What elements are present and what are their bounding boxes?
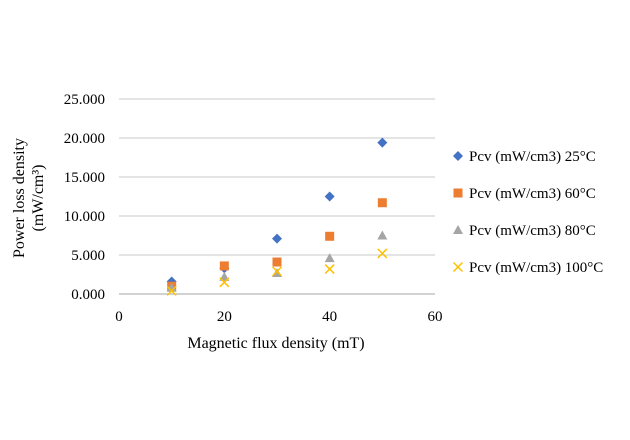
- data-point-series-4: [377, 248, 388, 259]
- data-point-series-2: [272, 257, 282, 267]
- data-point-series-4: [271, 266, 283, 277]
- data-point-series-1: [324, 191, 335, 202]
- x-axis-title: Magnetic flux density (mT): [187, 335, 364, 352]
- legend-marker-3: [453, 225, 463, 234]
- x-axis: 0 20 40 60: [115, 293, 443, 325]
- legend-marker-4: [452, 261, 464, 273]
- y-tick-label: 25.000: [64, 92, 105, 108]
- data-point-series-4: [166, 285, 177, 296]
- data-point-series-3: [324, 253, 335, 263]
- data-point-series-4: [324, 264, 335, 275]
- data-point-series-4: [219, 277, 230, 288]
- y-axis-title-line2: (mW/cm³): [30, 165, 47, 232]
- y-axis-title-line1: Power loss density: [11, 138, 28, 258]
- data-point-series-1: [377, 137, 388, 148]
- y-axis: 0.000 5.000 10.000 15.000 20.000 25.000: [64, 92, 105, 303]
- legend-label-3: Pcv (mW/cm3) 80°C: [469, 223, 596, 239]
- legend-label-1: Pcv (mW/cm3) 25°C: [469, 149, 596, 165]
- x-tick-label: 40: [322, 309, 337, 325]
- legend-marker-2: [453, 188, 463, 198]
- data-point-series-3: [377, 230, 388, 240]
- data-point-series-2: [219, 261, 229, 271]
- data-point-series-2: [325, 231, 335, 241]
- data-point-series-2: [377, 198, 387, 208]
- legend-label-4: Pcv (mW/cm3) 100°C: [469, 260, 603, 276]
- y-axis-title: Power loss density (mW/cm³): [11, 138, 47, 258]
- y-tick-label: 15.000: [64, 170, 105, 186]
- data-point-series-3: [219, 271, 230, 281]
- x-tick-label: 60: [428, 309, 443, 325]
- y-tick-label: 10.000: [64, 209, 105, 225]
- data-point-series-1: [272, 233, 282, 244]
- x-tick-label: 20: [217, 309, 232, 325]
- data-points: [166, 137, 388, 296]
- y-tick-label: 5.000: [71, 248, 105, 264]
- legend-marker-1: [453, 151, 463, 161]
- data-point-series-3: [166, 282, 177, 292]
- legend: Pcv (mW/cm3) 25°C Pcv (mW/cm3) 60°C Pcv (m…: [452, 149, 603, 276]
- x-tick-label: 0: [115, 309, 123, 325]
- legend-label-2: Pcv (mW/cm3) 60°C: [469, 186, 596, 202]
- y-tick-label: 20.000: [64, 131, 105, 147]
- y-tick-label: 0.000: [71, 287, 105, 303]
